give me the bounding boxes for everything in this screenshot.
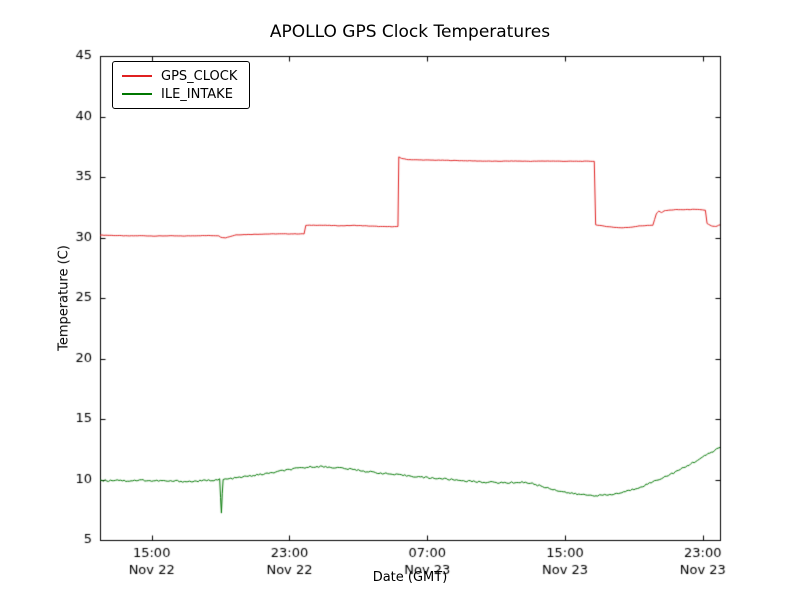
gps-clock-line-swatch: [122, 75, 152, 77]
y-axis-label: Temperature (C): [56, 245, 72, 351]
chart-title: APOLLO GPS Clock Temperatures: [269, 22, 551, 42]
legend-item-ile-intake: ILE_INTAKE: [122, 85, 237, 103]
x-axis-label: Date (GMT): [372, 570, 448, 585]
ile-intake-line-swatch: [122, 93, 152, 95]
legend-label-gps-clock: GPS_CLOCK: [161, 68, 238, 84]
legend: GPS_CLOCK ILE_INTAKE: [112, 61, 251, 109]
legend-label-ile-intake: ILE_INTAKE: [161, 86, 233, 102]
legend-item-gps-clock: GPS_CLOCK: [122, 67, 237, 85]
